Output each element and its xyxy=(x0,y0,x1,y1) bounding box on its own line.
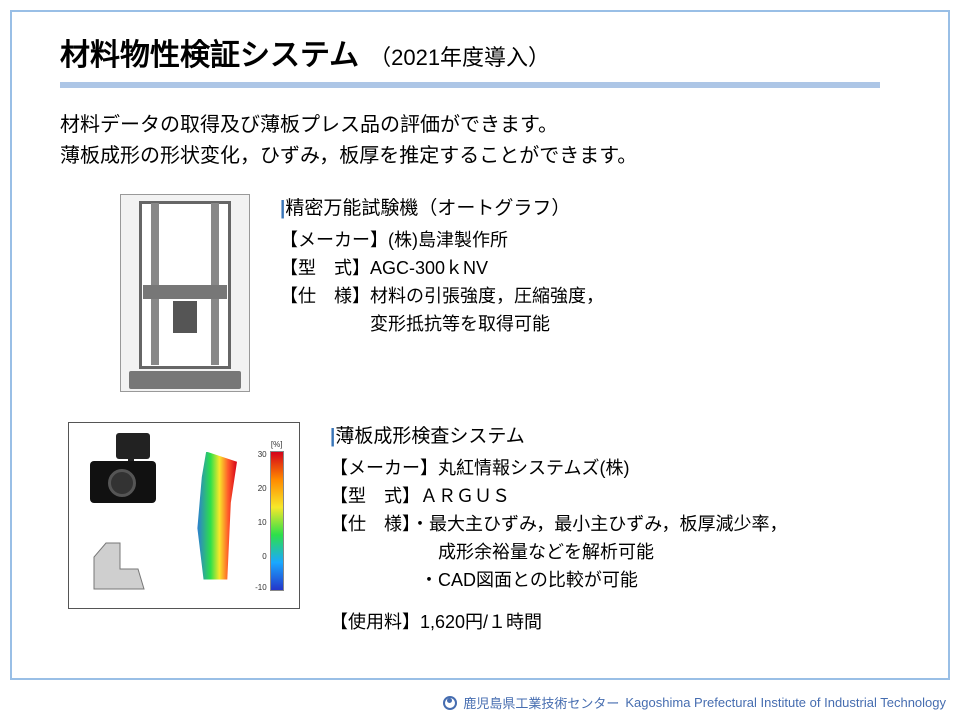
scale-tick: 10 xyxy=(258,518,267,527)
scale-tick: 20 xyxy=(258,484,267,493)
sheet-part-icon xyxy=(90,539,150,593)
equipment-1-image xyxy=(120,194,250,392)
scale-unit: [%] xyxy=(271,440,283,449)
footer-text-jp: 鹿児島県工業技術センター xyxy=(463,693,619,712)
strain-map-icon xyxy=(187,446,247,586)
scale-tick: 0 xyxy=(262,552,266,561)
scale-tick: 30 xyxy=(258,450,267,459)
camera-icon xyxy=(84,431,162,509)
equipment-2-image: [%] 30 20 10 0 -10 xyxy=(60,422,300,609)
testing-machine-illustration xyxy=(120,194,250,392)
footer: 鹿児島県工業技術センター Kagoshima Prefectural Insti… xyxy=(443,693,946,712)
argus-illustration: [%] 30 20 10 0 -10 xyxy=(68,422,300,609)
footer-logo-icon xyxy=(443,696,457,710)
footer-text-en: Kagoshima Prefectural Institute of Indus… xyxy=(625,695,946,710)
scale-tick: -10 xyxy=(255,583,267,592)
color-scale: 30 20 10 0 -10 xyxy=(270,451,284,591)
